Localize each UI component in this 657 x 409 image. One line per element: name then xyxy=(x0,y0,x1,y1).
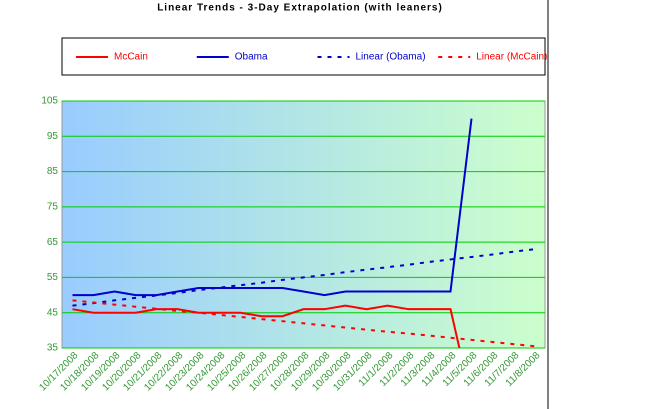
legend-label: Obama xyxy=(235,52,268,63)
y-tick-label: 65 xyxy=(47,237,59,248)
plot-lines xyxy=(72,118,535,348)
legend-box xyxy=(61,37,546,76)
plot-area xyxy=(61,100,546,349)
y-tick-label: 75 xyxy=(47,201,59,212)
y-tick-label: 95 xyxy=(47,131,59,142)
chart-title: Linear Trends - 3-Day Extrapolation (wit… xyxy=(157,3,443,14)
series-line xyxy=(72,299,535,348)
y-tick-label: 45 xyxy=(47,307,59,318)
legend-label: Linear (Obama) xyxy=(356,52,426,63)
y-tick-label: 105 xyxy=(41,96,58,107)
y-tick-label: 35 xyxy=(47,343,59,354)
series-line xyxy=(72,118,473,297)
series-line xyxy=(72,248,535,307)
legend-label: McCain xyxy=(114,52,148,63)
y-tick-label: 85 xyxy=(47,166,59,177)
y-tick-label: 55 xyxy=(47,272,59,283)
series-line xyxy=(72,304,461,348)
legend-label: Linear (McCain) xyxy=(476,52,547,63)
